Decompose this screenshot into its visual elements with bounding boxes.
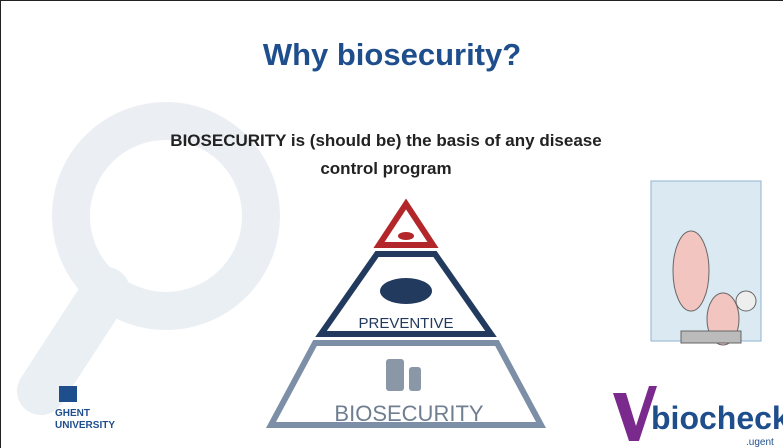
canister-icon [386, 359, 404, 391]
cartoon [651, 181, 761, 345]
bottle-icon [409, 367, 421, 391]
slide-subtitle: BIOSECURITY is (should be) the basis of … [1, 131, 771, 151]
slide: GHENT UNIVERSITY biocheck .ugent PREVENT… [0, 0, 783, 448]
ghent-text: GHENT [55, 408, 90, 419]
pyramid-label: BIOSECURITY [334, 401, 483, 426]
ghent-icon [59, 386, 77, 402]
slide-title: Why biosecurity? [1, 37, 783, 73]
biocheck-text: biocheck [651, 400, 783, 436]
slide-subtitle: control program [1, 159, 771, 179]
pyramid-label: PREVENTIVE [358, 315, 453, 332]
ghent-text: UNIVERSITY [55, 420, 115, 431]
pill-icon [398, 232, 414, 240]
pig-icon [380, 278, 432, 304]
biocheck-domain: .ugent [746, 437, 774, 448]
